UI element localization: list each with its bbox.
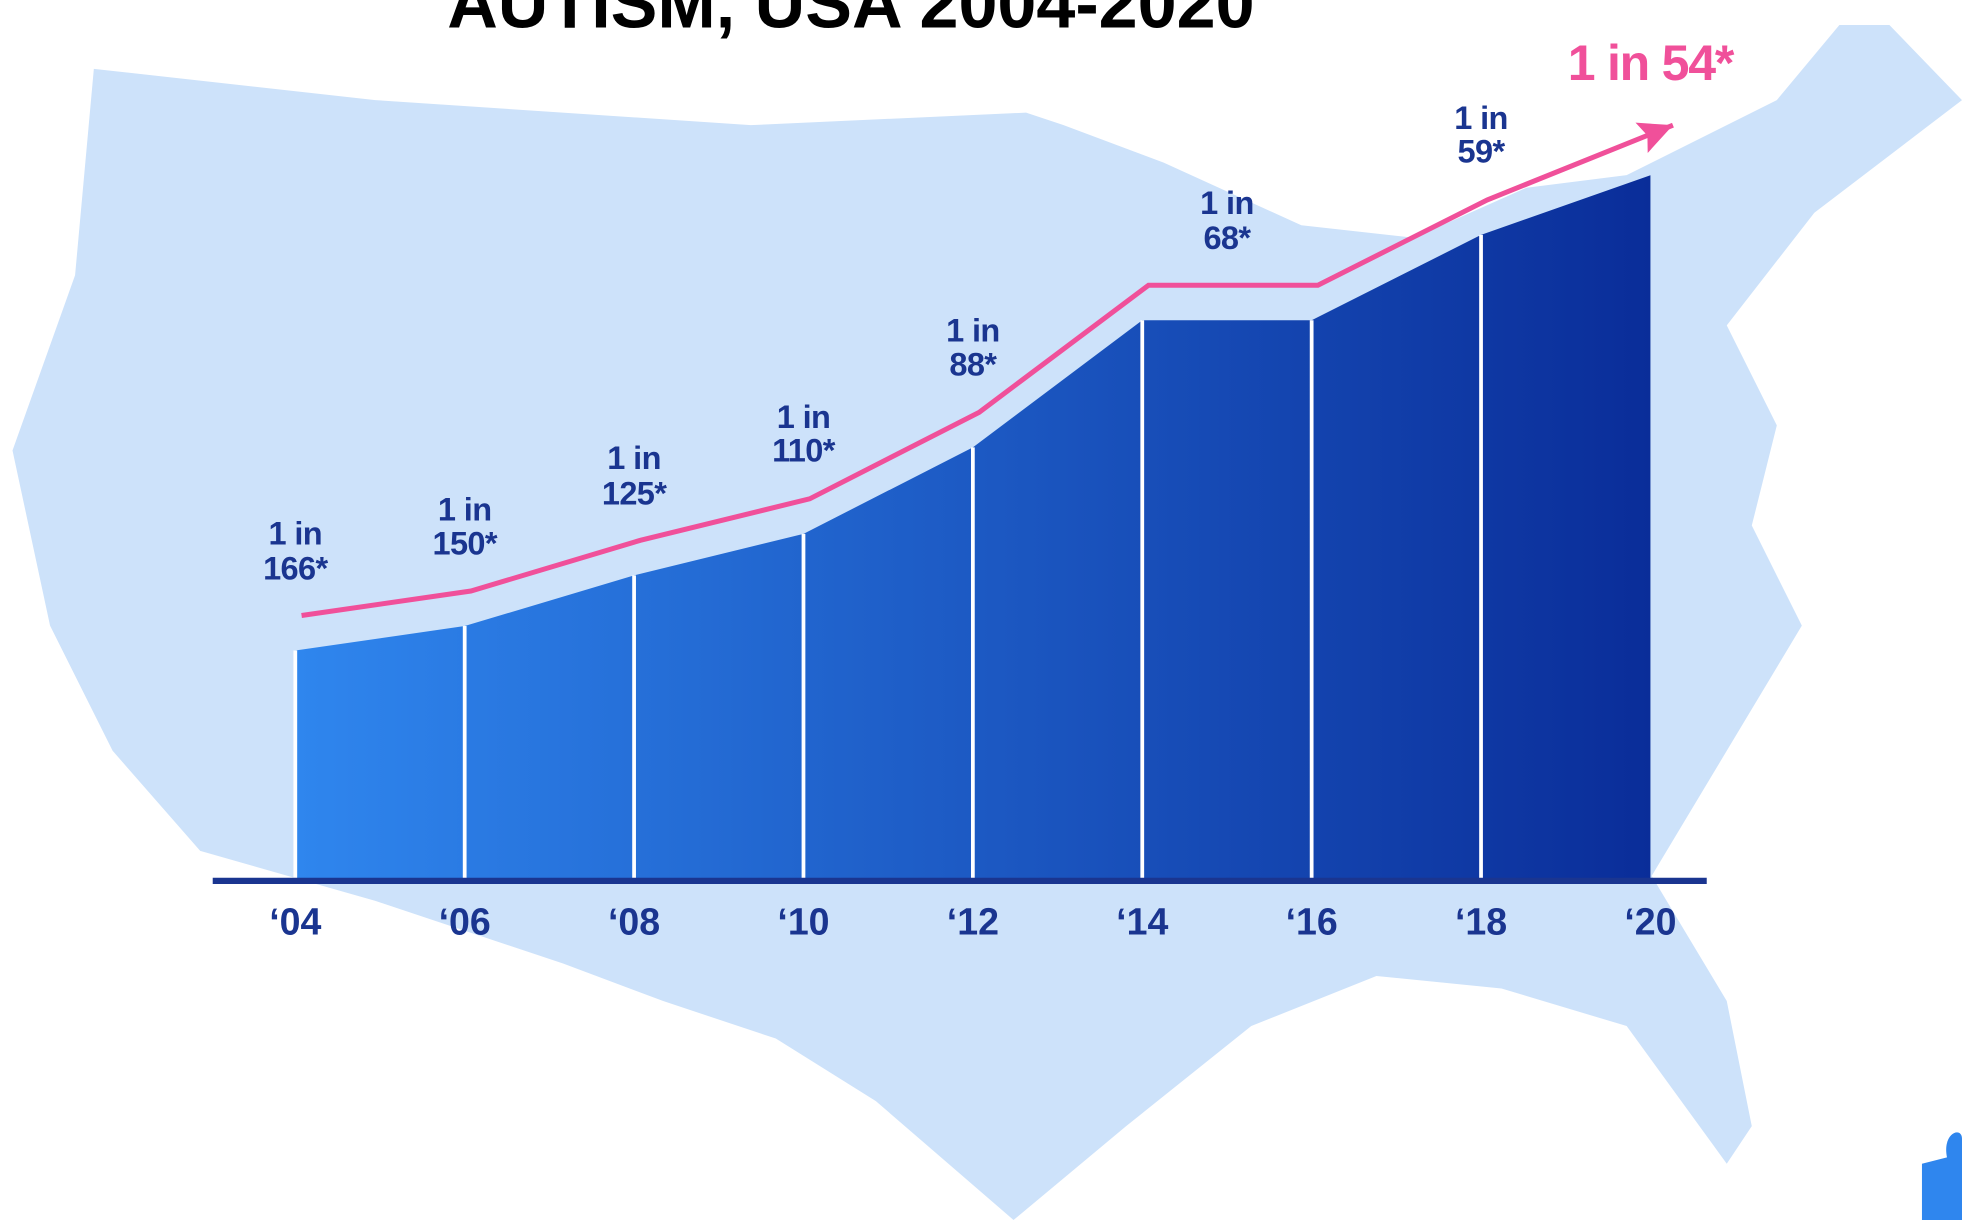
value-label-wrap: 1 in 54* xyxy=(1550,0,1750,91)
value-label-wrap: 1 in 166* xyxy=(195,460,395,585)
value-label-box: 1 in 88* xyxy=(873,257,1073,382)
value-label: 1 in 68* xyxy=(1200,184,1254,256)
trend-line xyxy=(301,122,1674,618)
value-label-box: 1 in 166* xyxy=(195,460,395,585)
x-tick-label: ‘06 xyxy=(439,901,491,943)
value-label-box: 1 in 125* xyxy=(534,385,734,510)
value-label: 1 in 110* xyxy=(772,397,835,469)
value-label: 1 in 54* xyxy=(1567,36,1735,91)
value-label-box: 1 in 54* xyxy=(1550,0,1750,91)
value-label: 1 in 59* xyxy=(1454,99,1508,170)
x-tick-label: ‘04 xyxy=(269,901,321,943)
value-label-box: 1 in 110* xyxy=(703,344,903,469)
value-label-wrap: 1 in 59* xyxy=(1381,45,1581,170)
x-tick-label: ‘10 xyxy=(777,901,829,943)
value-label-box: 1 in 59* xyxy=(1381,45,1581,170)
value-label-box: 1 in 68* xyxy=(1127,130,1327,255)
value-label-box: 1 in 150* xyxy=(365,436,565,561)
value-label: 1 in 88* xyxy=(946,311,1000,383)
value-label-wrap: 1 in 150* xyxy=(365,436,565,561)
chart-title: AUTISM, USA 2004-2020 xyxy=(447,0,1254,43)
value-label-wrap: 1 in 88* xyxy=(873,257,1073,382)
x-tick-label: ‘20 xyxy=(1624,901,1676,943)
value-label-wrap: 1 in 110* xyxy=(703,344,903,469)
value-label-wrap: 1 in 68* xyxy=(1127,130,1327,255)
value-label-wrap: 1 in 125* xyxy=(534,385,734,510)
value-label: 1 in 125* xyxy=(601,439,667,511)
puzzle-logo xyxy=(1921,1132,1962,1220)
x-tick-label: ‘16 xyxy=(1286,901,1338,943)
x-tick-label: ‘14 xyxy=(1116,901,1168,943)
value-label: 1 in 150* xyxy=(432,490,497,561)
value-label: 1 in 166* xyxy=(263,514,328,586)
trend-arrowhead xyxy=(1635,122,1673,153)
x-tick-label: ‘12 xyxy=(947,901,999,943)
x-tick-label: ‘18 xyxy=(1455,901,1507,943)
x-tick-label: ‘08 xyxy=(608,901,660,943)
